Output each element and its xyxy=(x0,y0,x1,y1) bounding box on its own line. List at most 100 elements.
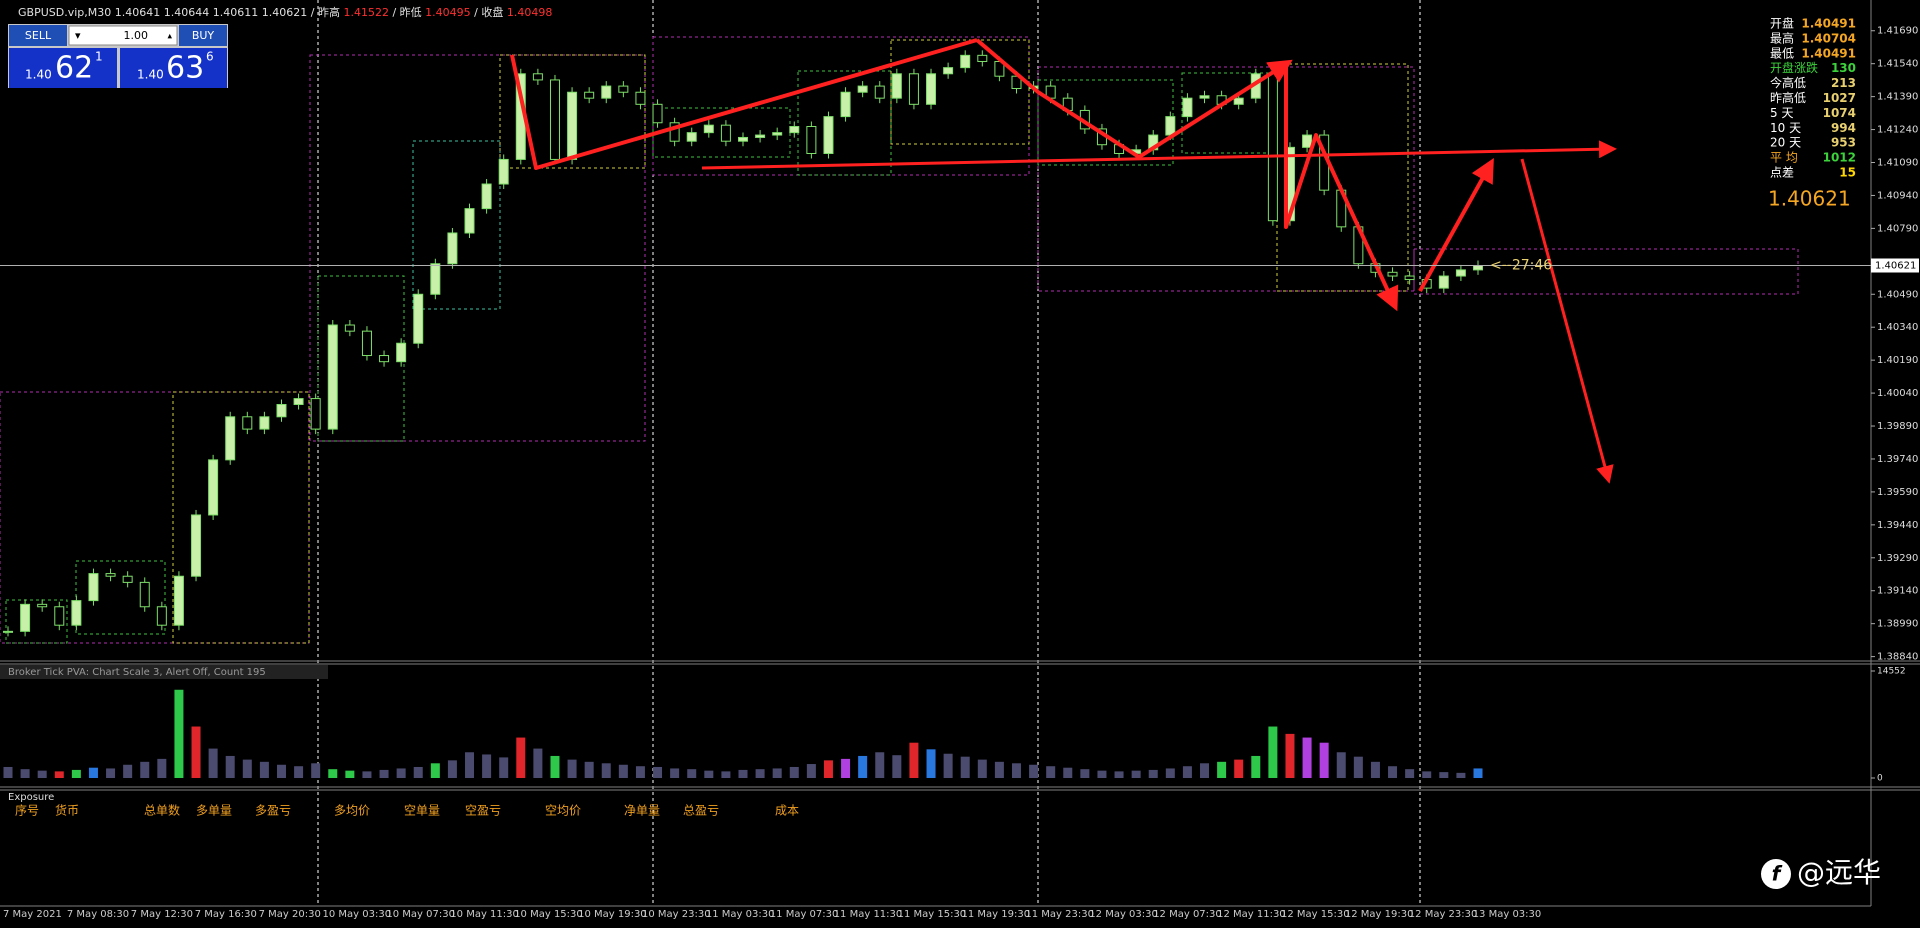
y-tick-label: 1.39140 xyxy=(1877,586,1918,597)
volume-bar xyxy=(823,760,833,778)
volume-bar xyxy=(1353,756,1363,778)
header: GBPUSD.vip,M30 1.40641 1.40644 1.40611 1… xyxy=(18,5,552,19)
info-price: 1.40621 xyxy=(1768,187,1851,211)
x-tick-label: 11 May 07:30 xyxy=(770,909,839,920)
lot-value[interactable]: 1.00 xyxy=(124,29,149,42)
volume-bar xyxy=(841,758,851,778)
volume-bar xyxy=(242,759,252,778)
info-label: 平 均 xyxy=(1770,151,1798,165)
info-label: 20 天 xyxy=(1770,136,1801,150)
y-tick-label: 1.40790 xyxy=(1877,223,1918,234)
x-tick-label: 11 May 23:30 xyxy=(1025,909,1094,920)
open: 1.40641 xyxy=(115,6,161,19)
exposure-header: 序号 xyxy=(15,803,39,818)
info-value: 1012 xyxy=(1823,151,1856,165)
volume-bar xyxy=(88,767,98,778)
zone-boxes xyxy=(0,36,1799,644)
x-tick-label: 12 May 03:30 xyxy=(1089,909,1158,920)
volume-bar xyxy=(1131,770,1141,778)
candle xyxy=(584,91,595,99)
candle xyxy=(1404,275,1415,281)
trend-arrows xyxy=(510,38,1617,484)
info-label: 今高低 xyxy=(1770,75,1806,90)
candle xyxy=(344,324,355,332)
candle xyxy=(549,79,560,160)
volume-bar xyxy=(618,764,628,778)
volume-bar xyxy=(653,766,663,778)
spin[interactable]: ▴ xyxy=(167,32,172,42)
candle xyxy=(37,603,48,608)
sell-button[interactable] xyxy=(9,25,67,46)
volume-bar xyxy=(447,760,457,778)
candle xyxy=(464,208,475,234)
volume-bar xyxy=(516,737,526,778)
x-tick-label: 12 May 11:30 xyxy=(1217,909,1286,920)
buy-label[interactable]: BUY xyxy=(192,29,215,42)
volume-bar xyxy=(858,755,868,778)
volume-bar xyxy=(1405,769,1415,778)
volume-bar xyxy=(704,770,714,778)
y-tick-label: 1.41540 xyxy=(1877,59,1918,70)
y-tick-label: 1.40940 xyxy=(1877,190,1918,201)
x-tick-label: 7 May 16:30 xyxy=(195,909,257,920)
value: 1.41522 xyxy=(343,6,389,19)
ask-small: 6 xyxy=(206,50,214,64)
buy-button[interactable] xyxy=(179,25,227,46)
volume-bar xyxy=(1011,763,1021,778)
volume-bar xyxy=(430,763,440,778)
volume-bar xyxy=(738,769,748,778)
candles xyxy=(3,50,1483,637)
volume-bar xyxy=(943,753,953,778)
volume-bar xyxy=(345,770,355,778)
volume-bar xyxy=(806,764,816,778)
ask-big: 63 xyxy=(166,51,204,86)
volume-bar xyxy=(755,769,765,778)
spin[interactable]: ▾ xyxy=(75,29,81,42)
y-tick-label: 14552 xyxy=(1877,667,1906,677)
volume-bar xyxy=(1302,737,1312,778)
candle xyxy=(430,263,441,295)
sell-label[interactable]: SELL xyxy=(25,29,52,42)
x-tick-label: 12 May 19:30 xyxy=(1345,909,1414,920)
x-tick-label: 12 May 15:30 xyxy=(1281,909,1350,920)
y-tick-label: 1.41090 xyxy=(1877,158,1918,169)
volume-bar xyxy=(1080,769,1090,778)
candle xyxy=(926,73,937,105)
volume-bar xyxy=(413,766,423,778)
candle xyxy=(310,398,321,430)
volume-bar xyxy=(396,768,406,778)
volume-bar xyxy=(1268,726,1278,778)
info-label: 最低 xyxy=(1770,46,1794,60)
exposure-header: 净单量 xyxy=(624,804,660,818)
candle xyxy=(601,85,612,99)
x-tick-label: 7 May 08:30 xyxy=(67,909,129,920)
watermark: f @远华 xyxy=(1761,856,1881,889)
volume-bar xyxy=(635,766,645,778)
ask-prefix: 1.40 xyxy=(137,68,164,82)
volume-bar xyxy=(960,756,970,778)
ask-box[interactable] xyxy=(120,48,227,88)
y-tick-label: 1.40340 xyxy=(1877,322,1918,333)
volume-bar xyxy=(687,769,697,778)
candle xyxy=(874,85,885,99)
info-label: 昨高低 xyxy=(1770,90,1806,105)
x-tick-label: 7 May 2021 xyxy=(3,909,62,920)
volume-bar xyxy=(1148,769,1158,778)
volume-bar xyxy=(54,771,64,778)
svg-text:f: f xyxy=(1772,862,1783,886)
x-tick-label: 7 May 20:30 xyxy=(259,909,321,920)
volume-bar xyxy=(157,758,167,778)
x-tick-label: 11 May 19:30 xyxy=(962,909,1031,920)
bid-box[interactable] xyxy=(9,48,117,88)
lot-input[interactable] xyxy=(68,25,178,46)
info-value: 15 xyxy=(1839,166,1856,180)
low: 1.40611 xyxy=(213,6,259,19)
label: / 昨低 xyxy=(392,6,421,19)
candle xyxy=(71,600,82,626)
volume-bar xyxy=(1234,759,1244,778)
volume-bar xyxy=(106,768,116,778)
x-tick-label: 11 May 03:30 xyxy=(706,909,775,920)
bid-big: 62 xyxy=(55,51,93,86)
candle xyxy=(54,606,65,626)
info-value: 1.40704 xyxy=(1801,31,1856,45)
